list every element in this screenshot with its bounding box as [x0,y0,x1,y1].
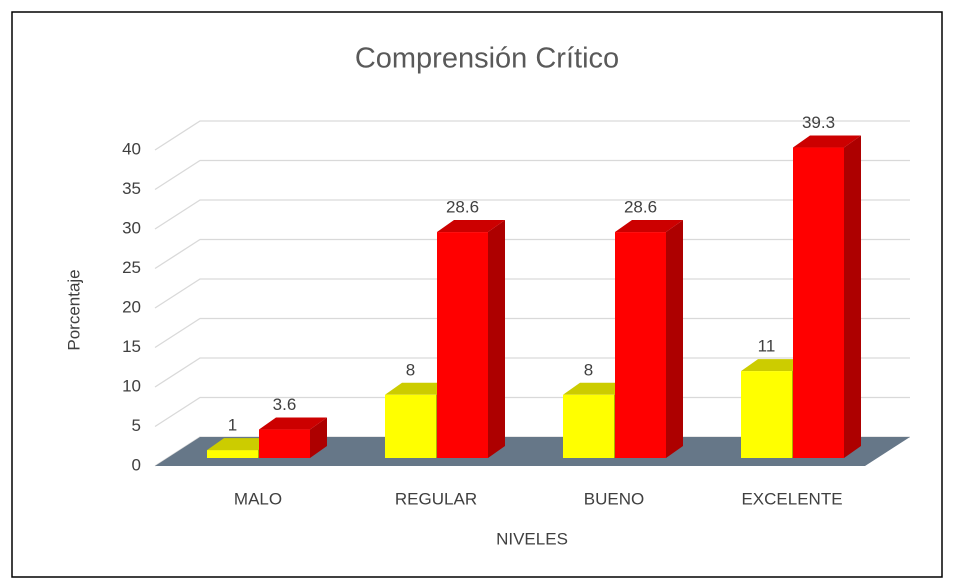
grid-line [154,159,910,191]
bar-front [385,394,436,458]
value-label: 11 [758,337,776,356]
bar-top [259,417,327,430]
y-tick-label: 35 [122,179,141,198]
value-label: 28.6 [624,198,657,217]
floor [155,437,910,466]
value-label: 39.3 [802,113,835,132]
y-tick-label: 10 [122,376,141,395]
value-label: 1 [228,416,237,435]
value-label: 8 [584,360,593,379]
bar-top [615,220,683,233]
y-tick-label: 30 [122,218,141,237]
grid-line [154,199,910,230]
y-axis-title: Porcentaje [64,269,83,350]
bar-top [207,438,275,451]
bar-front [259,429,310,458]
bar [793,135,861,458]
bar-front [615,232,666,458]
value-label: 28.6 [446,198,479,217]
bar-front [793,147,844,458]
bar [437,220,505,458]
bar-top [741,359,809,372]
y-tick-label: 15 [122,337,141,356]
x-tick-label: BUENO [584,489,644,508]
bar-top [793,135,861,148]
y-tick-label: 25 [122,258,141,277]
y-tick-label: 5 [132,416,141,435]
y-tick-label: 20 [122,297,141,316]
bar [615,220,683,458]
value-label: 3.6 [273,395,297,414]
bar [259,417,327,458]
bar-top [385,382,453,395]
bar-top [437,220,505,233]
bar-side [666,220,683,458]
grid-line [154,120,910,151]
x-tick-label: EXCELENTE [741,489,842,508]
bar-front [207,450,258,458]
chart-title: Comprensión Crítico [355,43,619,75]
x-tick-label: MALO [234,489,282,508]
value-label: 8 [406,360,415,379]
y-tick-label: 0 [132,455,141,474]
bar-side [488,220,505,458]
bar-front [437,232,488,458]
bar-front [741,371,792,458]
x-tick-label: REGULAR [395,489,477,508]
bar-side [310,417,327,458]
y-tick-label: 40 [122,139,141,158]
bar-front [563,394,614,458]
bar-side [844,135,861,458]
bar-top [563,382,631,395]
x-axis-title: NIVELES [496,529,568,548]
